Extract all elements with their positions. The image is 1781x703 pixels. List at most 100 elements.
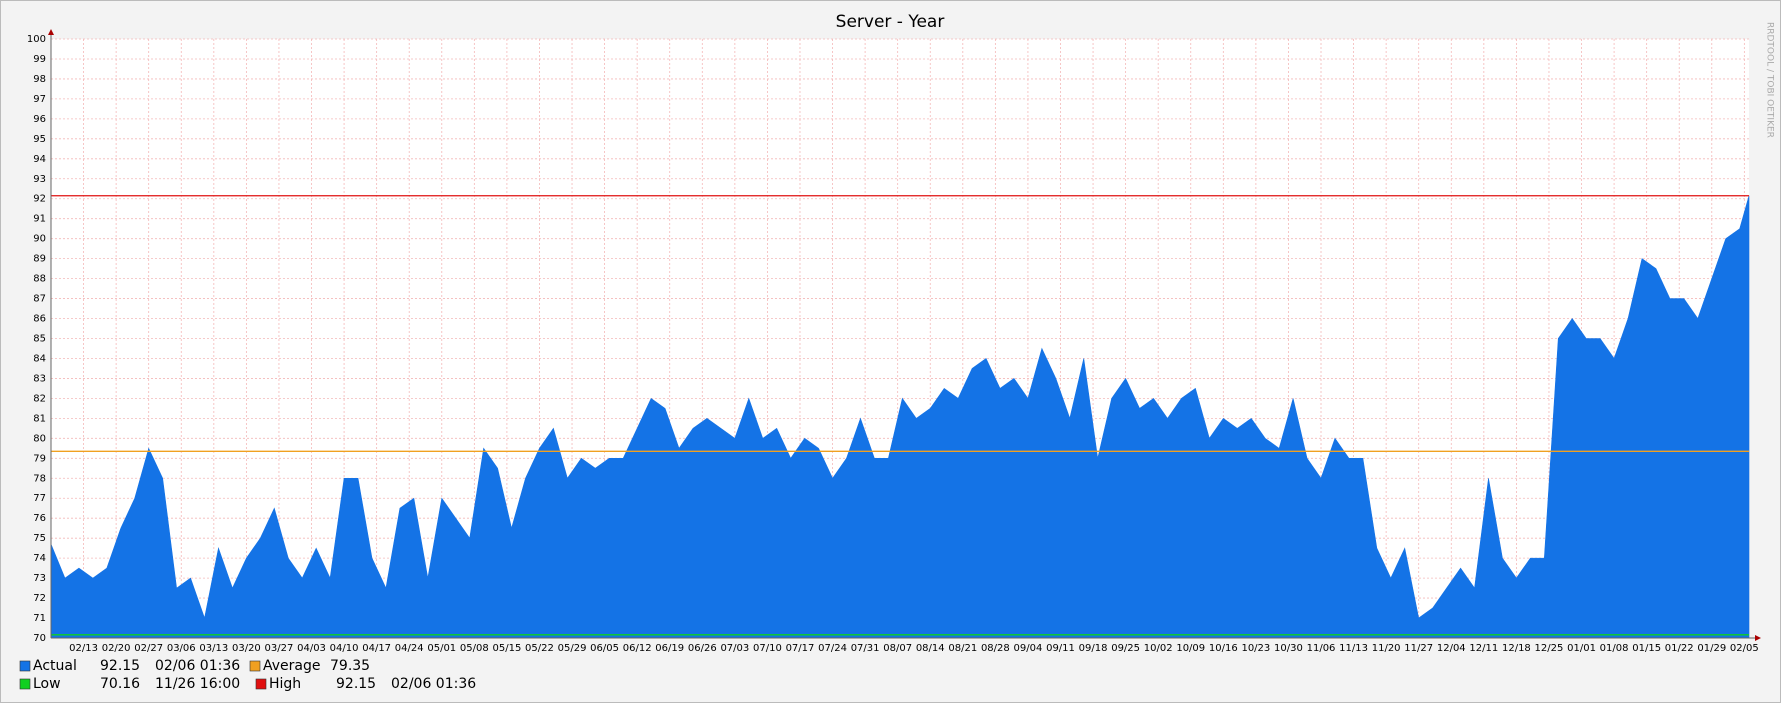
- legend-label: Low: [33, 676, 61, 692]
- x-tick-label: 08/14: [916, 643, 945, 654]
- x-tick-label: 03/13: [199, 643, 228, 654]
- y-tick-label: 88: [33, 274, 46, 285]
- x-tick-label: 06/12: [623, 643, 652, 654]
- legend-swatch: [255, 678, 267, 690]
- x-tick-label: 10/23: [1241, 643, 1270, 654]
- axis-arrow: [48, 29, 54, 35]
- y-tick-label: 71: [33, 613, 46, 624]
- y-tick-label: 98: [33, 74, 46, 85]
- x-tick-label: 10/16: [1209, 643, 1238, 654]
- y-tick-label: 84: [33, 353, 46, 364]
- x-tick-label: 02/27: [134, 643, 163, 654]
- legend-swatch: [249, 660, 261, 672]
- y-tick-label: 74: [33, 553, 46, 564]
- x-tick-label: 01/15: [1632, 643, 1661, 654]
- x-tick-label: 12/25: [1535, 643, 1564, 654]
- y-tick-label: 95: [33, 134, 46, 145]
- x-tick-label: 06/19: [655, 643, 684, 654]
- x-tick-label: 04/03: [297, 643, 326, 654]
- y-tick-label: 75: [33, 533, 46, 544]
- y-tick-label: 78: [33, 473, 46, 484]
- x-tick-label: 09/18: [1079, 643, 1108, 654]
- x-tick-label: 04/17: [362, 643, 391, 654]
- x-tick-label: 02/05: [1730, 643, 1759, 654]
- x-tick-label: 08/07: [883, 643, 912, 654]
- legend-label: High: [269, 676, 301, 692]
- x-tick-label: 10/09: [1176, 643, 1205, 654]
- x-tick-label: 07/31: [851, 643, 880, 654]
- x-tick-label: 07/17: [786, 643, 815, 654]
- y-tick-label: 77: [33, 493, 46, 504]
- x-tick-label: 03/06: [167, 643, 196, 654]
- x-tick-label: 05/15: [492, 643, 521, 654]
- y-tick-label: 80: [33, 433, 46, 444]
- x-tick-label: 09/25: [1111, 643, 1140, 654]
- x-tick-label: 01/01: [1567, 643, 1596, 654]
- y-tick-label: 87: [33, 294, 46, 305]
- x-tick-label: 01/22: [1665, 643, 1694, 654]
- x-tick-label: 07/24: [818, 643, 847, 654]
- y-tick-label: 93: [33, 174, 46, 185]
- x-tick-label: 06/26: [688, 643, 717, 654]
- x-tick-label: 03/20: [232, 643, 261, 654]
- x-tick-label: 10/30: [1274, 643, 1303, 654]
- y-tick-label: 81: [33, 413, 46, 424]
- y-tick-label: 100: [27, 34, 46, 45]
- y-tick-label: 85: [33, 334, 46, 345]
- legend-value: 92.15: [100, 658, 140, 674]
- legend-value: 79.35: [330, 658, 370, 674]
- x-tick-label: 12/18: [1502, 643, 1531, 654]
- x-tick-label: 05/01: [427, 643, 456, 654]
- legend-label: Average: [263, 658, 321, 674]
- y-tick-label: 99: [33, 54, 46, 65]
- x-tick-label: 12/04: [1437, 643, 1466, 654]
- area: [50, 195, 1750, 639]
- y-tick-label: 72: [33, 593, 46, 604]
- x-tick-label: 09/11: [1046, 643, 1075, 654]
- x-tick-label: 02/20: [102, 643, 131, 654]
- x-tick-label: 04/10: [330, 643, 359, 654]
- legend-swatch: [19, 660, 31, 672]
- y-tick-label: 96: [33, 114, 46, 125]
- legend-value: 70.16: [100, 676, 140, 692]
- x-tick-label: 11/27: [1404, 643, 1433, 654]
- x-tick-label: 10/02: [1144, 643, 1173, 654]
- x-tick-label: 08/28: [981, 643, 1010, 654]
- y-tick-label: 97: [33, 94, 46, 105]
- y-tick-label: 86: [33, 314, 46, 325]
- legend-swatch: [19, 678, 31, 690]
- x-tick-label: 05/22: [525, 643, 554, 654]
- y-tick-label: 91: [33, 214, 46, 225]
- y-tick-label: 94: [33, 154, 46, 165]
- y-tick-label: 70: [33, 633, 46, 644]
- x-tick-label: 09/04: [1014, 643, 1043, 654]
- y-tick-label: 79: [33, 453, 46, 464]
- x-tick-label: 02/13: [69, 643, 98, 654]
- legend-time: 02/06 01:36: [391, 676, 476, 692]
- y-tick-label: 92: [33, 194, 46, 205]
- y-tick-label: 83: [33, 373, 46, 384]
- x-tick-label: 04/24: [395, 643, 424, 654]
- legend-time: 11/26 16:00: [155, 676, 240, 692]
- legend-time: 02/06 01:36: [155, 658, 240, 674]
- y-tick-label: 76: [33, 513, 46, 524]
- legend-label: Actual: [33, 658, 77, 674]
- x-tick-label: 01/08: [1600, 643, 1629, 654]
- y-tick-label: 82: [33, 393, 46, 404]
- x-tick-label: 05/29: [558, 643, 587, 654]
- x-tick-label: 07/03: [720, 643, 749, 654]
- x-tick-label: 12/11: [1469, 643, 1498, 654]
- x-tick-label: 06/05: [590, 643, 619, 654]
- y-tick-label: 73: [33, 573, 46, 584]
- x-tick-label: 01/29: [1697, 643, 1726, 654]
- x-tick-label: 08/21: [948, 643, 977, 654]
- x-tick-label: 07/10: [753, 643, 782, 654]
- y-tick-label: 90: [33, 234, 46, 245]
- x-tick-label: 11/06: [1307, 643, 1336, 654]
- axis-arrow: [1755, 635, 1761, 641]
- legend-value: 92.15: [336, 676, 376, 692]
- x-tick-label: 03/27: [265, 643, 294, 654]
- x-tick-label: 11/20: [1372, 643, 1401, 654]
- y-tick-label: 89: [33, 254, 46, 265]
